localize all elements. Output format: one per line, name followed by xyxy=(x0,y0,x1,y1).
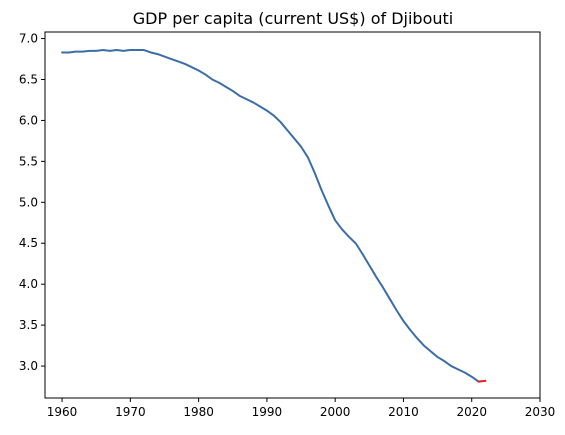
x-axis: 1960 1970 1980 1990 2000 2010 2020 2030 xyxy=(47,398,555,419)
x-tick-label: 2030 xyxy=(525,405,556,419)
y-axis: 3.0 3.5 4.0 4.5 5.0 5.5 6.0 6.5 7.0 xyxy=(19,32,45,373)
x-tick-label: 2020 xyxy=(456,405,487,419)
y-tick-label: 4.5 xyxy=(19,236,38,250)
x-tick-label: 2010 xyxy=(388,405,419,419)
series-line-main xyxy=(61,49,480,383)
y-tick-label: 4.0 xyxy=(19,277,38,291)
x-tick-label: 2000 xyxy=(320,405,351,419)
x-tick-label: 1990 xyxy=(252,405,283,419)
x-tick-label: 1960 xyxy=(47,405,78,419)
y-tick-label: 6.0 xyxy=(19,113,38,127)
y-tick-label: 5.5 xyxy=(19,154,38,168)
series-layer xyxy=(61,49,487,383)
y-tick-label: 5.0 xyxy=(19,195,38,209)
series-line-projection xyxy=(477,379,487,383)
y-tick-label: 3.0 xyxy=(19,359,38,373)
y-tick-label: 3.5 xyxy=(19,318,38,332)
plot-frame xyxy=(44,31,541,399)
y-tick-label: 7.0 xyxy=(19,32,38,46)
x-tick-label: 1970 xyxy=(115,405,146,419)
chart-title: GDP per capita (current US$) of Djibouti xyxy=(133,9,453,28)
x-tick-label: 1980 xyxy=(183,405,214,419)
y-tick-label: 6.5 xyxy=(19,72,38,86)
